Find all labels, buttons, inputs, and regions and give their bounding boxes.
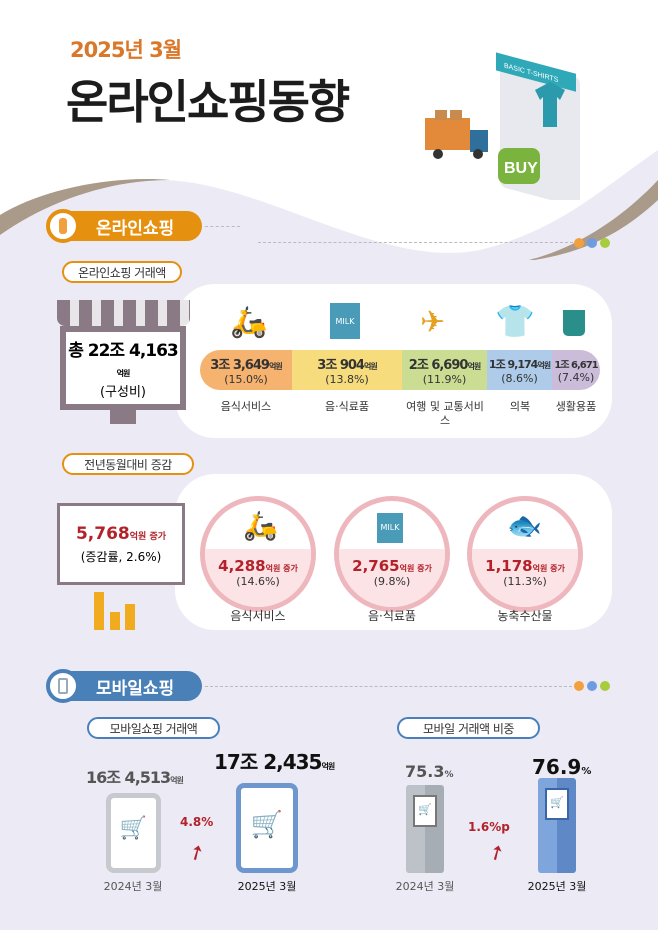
decor-dot xyxy=(587,238,597,248)
online-section-icon xyxy=(46,209,80,243)
milk-bread-icon: MILK xyxy=(377,513,403,543)
divider xyxy=(205,686,572,687)
bubble-online-amount: 온라인쇼핑 거래액 xyxy=(62,261,182,283)
buy-button-illustration: BUY xyxy=(504,160,538,177)
total-note: (구성비) xyxy=(99,385,147,400)
yoy-circle-food-beverage: MILK 2,765억원 증가 (9.8%) xyxy=(334,496,450,612)
bar-icon-part xyxy=(125,604,135,630)
delivery-scooter-icon: 🛵 xyxy=(243,509,278,542)
yoy-total-rate: (증감률, 2.6%) xyxy=(80,549,162,564)
mobile-section-icon xyxy=(46,669,80,703)
mobile-amount-growth: 4.8% xyxy=(180,815,214,829)
unit: 억원 xyxy=(116,369,131,378)
tshirt-icon: 👕 xyxy=(495,302,535,340)
mobile-amount-2025: 17조 2,435억원 xyxy=(214,750,335,774)
section-title: 모바일쇼핑 xyxy=(96,678,175,699)
shopping-illustration: BASIC T-SHIRTS BUY xyxy=(425,52,580,200)
divider xyxy=(205,226,240,227)
delivery-scooter-icon: 🛵 xyxy=(230,305,268,340)
category-label: 음·식료품 xyxy=(325,400,369,413)
yoy-circle-agri-fishery: 🐟 1,178억원 증가 (11.3%) xyxy=(467,496,583,612)
bar-icon-part xyxy=(110,612,120,630)
yoy-label: 음식서비스 xyxy=(230,609,286,623)
yoy-total-monitor: 5,768억원 증가 (증감률, 2.6%) xyxy=(57,503,185,585)
decor-dot xyxy=(574,681,584,691)
milk-bread-icon: MILK xyxy=(330,303,360,339)
toothbrush-cup-icon xyxy=(563,310,585,336)
report-period: 2025년 3월 xyxy=(70,38,182,62)
segment-travel: 2조 6,690억원 (11.9%) xyxy=(402,350,487,390)
total-amount-monitor: 총 22조 4,163 억원 (구성비) xyxy=(60,326,186,410)
period-label: 2025년 3월 xyxy=(237,880,297,893)
mobile-share-2025: 76.9% xyxy=(532,755,592,779)
tablet-2024-icon: 🛒 xyxy=(106,793,161,873)
category-label: 생활용품 xyxy=(555,400,597,413)
yoy-label: 농축수산물 xyxy=(497,609,553,623)
section-title: 온라인쇼핑 xyxy=(96,218,175,239)
growth-arrow-icon: ➚ xyxy=(183,837,210,867)
yoy-circle-food-service: 🛵 4,288억원 증가 (14.6%) xyxy=(200,496,316,612)
decor-dot xyxy=(600,238,610,248)
bubble-yoy: 전년동월대비 증감 xyxy=(62,453,194,475)
mobile-amount-2024: 16조 4,513억원 xyxy=(86,768,184,787)
tablet-2025-icon: 🛒 xyxy=(236,783,298,873)
store-awning xyxy=(57,300,190,326)
period-label: 2024년 3월 xyxy=(395,880,455,893)
mobile-share-growth: 1.6%p xyxy=(468,820,510,834)
category-label: 음식서비스 xyxy=(220,400,272,413)
decor-dot xyxy=(574,238,584,248)
segment-food-service: 3조 3,649억원 (15.0%) xyxy=(200,350,292,390)
period-label: 2025년 3월 xyxy=(527,880,587,893)
bubble-mobile-share: 모바일 거래액 비중 xyxy=(397,717,540,739)
monitor-stand xyxy=(110,410,136,424)
period-label: 2024년 3월 xyxy=(103,880,163,893)
divider xyxy=(258,242,573,243)
category-share-bar: 3조 3,649억원 (15.0%) 3조 904억원 (13.8%) 2조 6,6… xyxy=(200,350,600,390)
growth-arrow-icon: ➚ xyxy=(483,837,510,867)
category-label: 여행 및 교통서비스 xyxy=(406,400,484,427)
calendar-airplane-icon: ✈ xyxy=(420,305,446,340)
yoy-total-amount: 5,768 xyxy=(75,523,130,544)
yoy-label: 음·식료품 xyxy=(368,609,416,623)
rising-bars-icon xyxy=(94,592,104,630)
bubble-mobile-amount: 모바일쇼핑 거래액 xyxy=(87,717,220,739)
category-label: 의복 xyxy=(509,400,531,413)
share-bar-2025: 🛒 xyxy=(538,778,576,873)
segment-food-beverage: 3조 904억원 (13.8%) xyxy=(292,350,402,390)
mobile-share-2024: 75.3% xyxy=(405,762,454,781)
fish-wheat-icon: 🐟 xyxy=(507,509,542,542)
share-bar-2024: 🛒 xyxy=(406,785,444,873)
segment-household: 1조 6,671 (7.4%) xyxy=(552,350,600,390)
total-amount: 총 22조 4,163 xyxy=(68,341,179,361)
unit: 억원 증가 xyxy=(129,531,167,542)
segment-clothing: 1조 9,174억원 (8.6%) xyxy=(487,350,552,390)
decor-dot xyxy=(600,681,610,691)
page-title: 온라인쇼핑동향 xyxy=(66,75,350,129)
decor-dot xyxy=(587,681,597,691)
